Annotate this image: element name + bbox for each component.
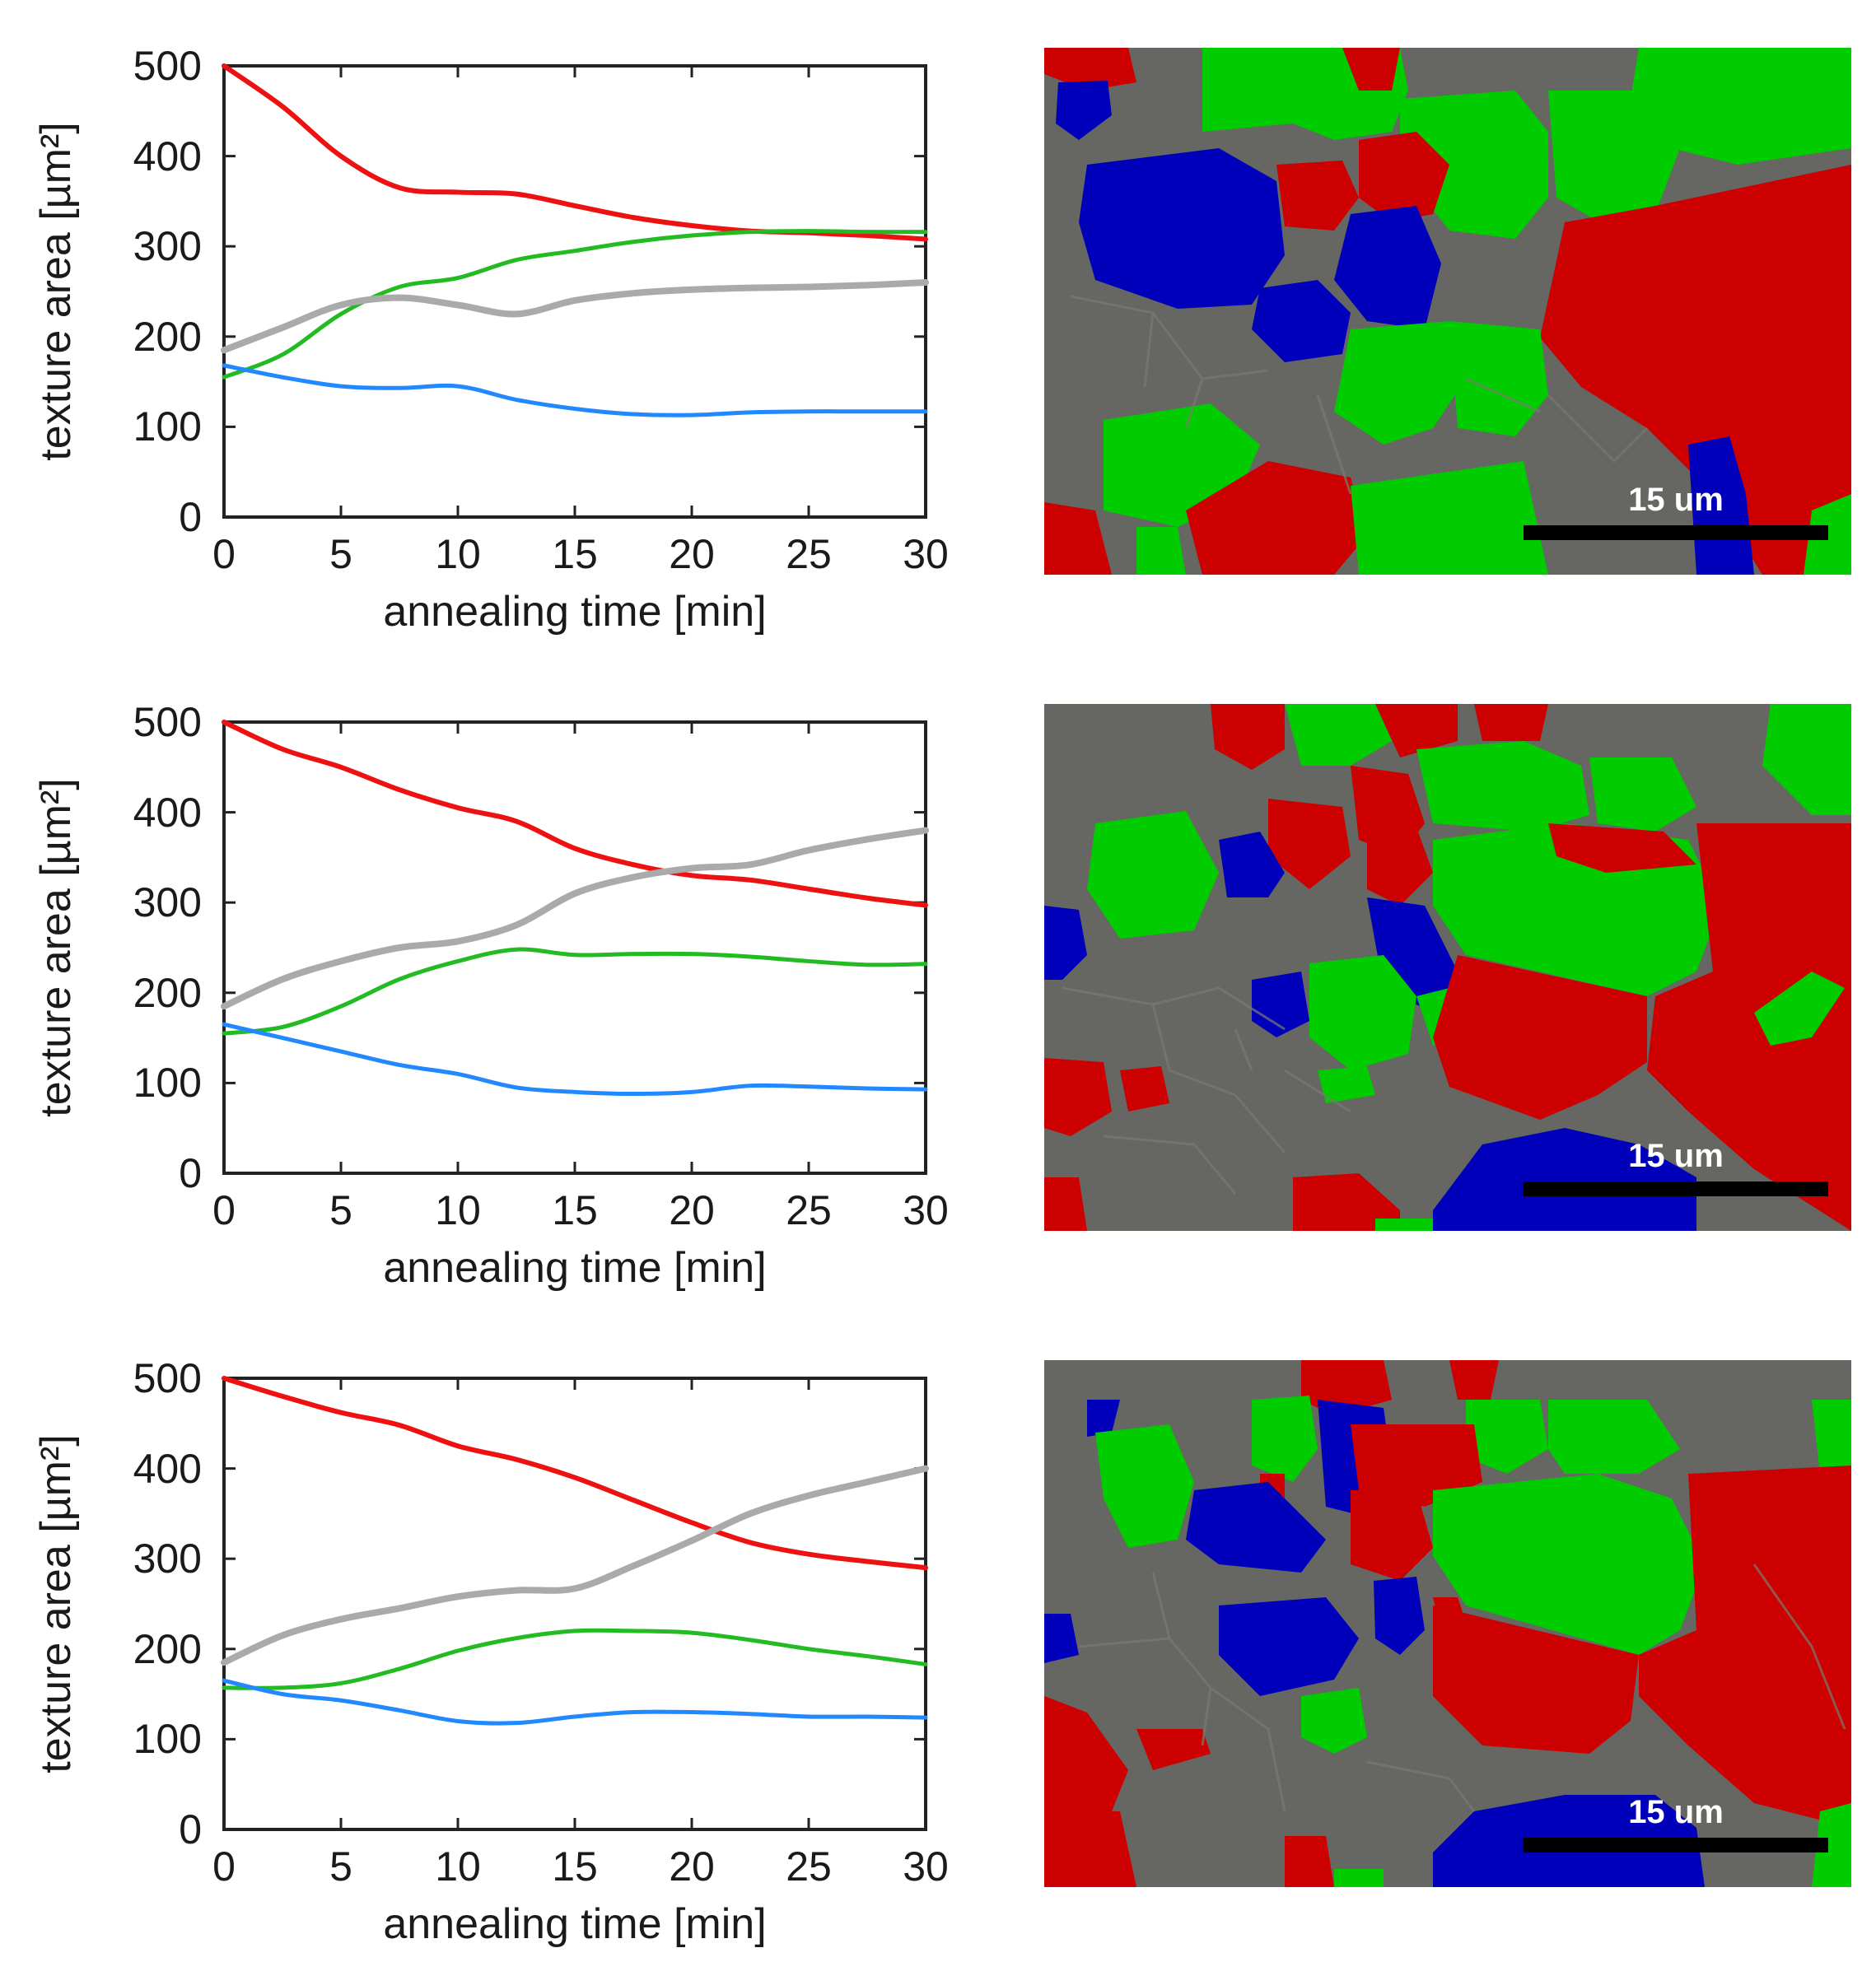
y-tick-label: 100 bbox=[133, 1060, 202, 1106]
series-line-blue bbox=[222, 1678, 928, 1726]
y-axis-label: texture area [µm²] bbox=[32, 122, 80, 460]
y-tick-label: 0 bbox=[179, 494, 202, 540]
chart-3: 0 100 200 300 400 500 0 5 10 15 20 25 30… bbox=[32, 1355, 949, 1948]
series-line-green bbox=[222, 947, 928, 1036]
y-tick-label: 500 bbox=[133, 43, 202, 89]
tick-marks bbox=[222, 1377, 927, 1831]
x-tick-label: 15 bbox=[552, 1843, 598, 1890]
x-tick-labels: 0 5 10 15 20 25 30 bbox=[212, 1843, 949, 1890]
tick-marks bbox=[222, 64, 927, 519]
series-line-red bbox=[222, 63, 928, 242]
y-tick-label: 400 bbox=[133, 1446, 202, 1492]
plot-frame bbox=[222, 64, 927, 519]
series-group bbox=[221, 720, 929, 1097]
x-tick-label: 10 bbox=[435, 1187, 481, 1233]
x-tick-label: 5 bbox=[329, 1187, 352, 1233]
tick-marks bbox=[222, 720, 927, 1175]
y-tick-label: 200 bbox=[133, 314, 202, 360]
series-line-gray bbox=[221, 827, 929, 1010]
x-tick-label: 5 bbox=[329, 1843, 352, 1890]
y-tick-label: 300 bbox=[133, 1536, 202, 1582]
y-tick-label: 100 bbox=[133, 403, 202, 450]
series-line-gray bbox=[221, 1465, 929, 1666]
scale-bar-1: 15 um bbox=[1524, 482, 1828, 540]
chart-2: 0 100 200 300 400 500 0 5 10 15 20 25 30… bbox=[32, 699, 949, 1292]
series-line-blue bbox=[222, 1022, 928, 1097]
series-line-gray bbox=[221, 279, 929, 354]
x-tick-label: 0 bbox=[212, 1187, 236, 1233]
x-tick-label: 5 bbox=[329, 531, 352, 577]
x-tick-label: 20 bbox=[669, 1843, 715, 1890]
y-tick-labels: 0 100 200 300 400 500 bbox=[133, 43, 202, 540]
y-tick-label: 0 bbox=[179, 1806, 202, 1852]
scale-bar-label: 15 um bbox=[1628, 1138, 1724, 1174]
y-tick-labels: 0 100 200 300 400 500 bbox=[133, 699, 202, 1196]
y-tick-label: 400 bbox=[133, 790, 202, 836]
y-axis-label: texture area [µm²] bbox=[32, 778, 80, 1116]
series-line-red bbox=[222, 720, 928, 908]
x-tick-label: 30 bbox=[903, 1843, 949, 1890]
x-axis-label: annealing time [min] bbox=[383, 588, 766, 636]
x-tick-label: 25 bbox=[786, 1843, 832, 1890]
scale-bar-label: 15 um bbox=[1628, 1794, 1724, 1830]
x-tick-label: 15 bbox=[552, 531, 598, 577]
y-tick-label: 200 bbox=[133, 970, 202, 1016]
scale-bar-2: 15 um bbox=[1524, 1138, 1828, 1196]
x-tick-label: 15 bbox=[552, 1187, 598, 1233]
scale-bar-line bbox=[1524, 525, 1828, 540]
series-group bbox=[221, 63, 929, 417]
series-line-green bbox=[222, 1628, 928, 1690]
grain-map-3 bbox=[1044, 1360, 1851, 1887]
x-tick-label: 0 bbox=[212, 1843, 236, 1890]
grain-map-1 bbox=[1044, 48, 1851, 575]
x-tick-labels: 0 5 10 15 20 25 30 bbox=[212, 531, 949, 577]
chart-1: 0 100 200 300 400 500 0 5 10 15 20 25 30… bbox=[32, 43, 949, 636]
x-tick-label: 25 bbox=[786, 531, 832, 577]
x-axis-label: annealing time [min] bbox=[383, 1900, 766, 1948]
y-tick-labels: 0 100 200 300 400 500 bbox=[133, 1355, 202, 1852]
x-tick-labels: 0 5 10 15 20 25 30 bbox=[212, 1187, 949, 1233]
plot-frame bbox=[222, 1377, 927, 1831]
y-tick-label: 200 bbox=[133, 1626, 202, 1672]
x-axis-label: annealing time [min] bbox=[383, 1244, 766, 1292]
y-tick-label: 300 bbox=[133, 223, 202, 269]
series-group bbox=[221, 1376, 929, 1726]
x-tick-label: 10 bbox=[435, 1843, 481, 1890]
x-tick-label: 20 bbox=[669, 1187, 715, 1233]
scale-bar-3: 15 um bbox=[1524, 1794, 1828, 1852]
y-tick-label: 300 bbox=[133, 879, 202, 925]
series-line-blue bbox=[222, 363, 928, 417]
x-tick-label: 20 bbox=[669, 531, 715, 577]
y-tick-label: 500 bbox=[133, 1355, 202, 1401]
y-tick-label: 100 bbox=[133, 1716, 202, 1762]
x-tick-label: 30 bbox=[903, 1187, 949, 1233]
x-tick-label: 25 bbox=[786, 1187, 832, 1233]
series-line-red bbox=[222, 1376, 928, 1571]
x-tick-label: 30 bbox=[903, 531, 949, 577]
series-line-green bbox=[222, 229, 928, 380]
x-tick-label: 10 bbox=[435, 531, 481, 577]
x-tick-label: 0 bbox=[212, 531, 236, 577]
y-tick-label: 0 bbox=[179, 1150, 202, 1196]
scale-bar-label: 15 um bbox=[1628, 482, 1724, 518]
scale-bar-line bbox=[1524, 1838, 1828, 1852]
y-tick-label: 400 bbox=[133, 133, 202, 179]
grain-map-2 bbox=[1044, 704, 1851, 1231]
y-tick-label: 500 bbox=[133, 699, 202, 745]
y-axis-label: texture area [µm²] bbox=[32, 1434, 80, 1773]
scale-bar-line bbox=[1524, 1181, 1828, 1196]
plot-frame bbox=[222, 720, 927, 1175]
